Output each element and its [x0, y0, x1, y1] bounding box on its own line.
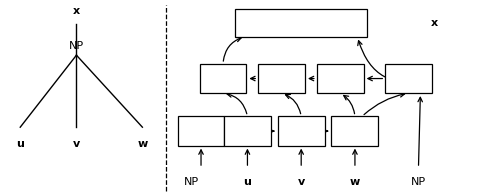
- Bar: [278, 116, 325, 146]
- Text: NP: NP: [411, 177, 426, 187]
- Bar: [235, 9, 367, 37]
- Text: v: v: [297, 177, 305, 187]
- Bar: [177, 116, 224, 146]
- Text: u: u: [244, 177, 251, 187]
- Bar: [224, 116, 271, 146]
- Text: w: w: [137, 139, 147, 149]
- Text: NP: NP: [69, 41, 84, 51]
- Bar: [331, 116, 378, 146]
- Text: v: v: [73, 139, 80, 149]
- Text: u: u: [16, 139, 24, 149]
- Bar: [317, 64, 364, 93]
- Text: x: x: [431, 18, 438, 28]
- Bar: [385, 64, 432, 93]
- Text: w: w: [350, 177, 360, 187]
- Bar: [199, 64, 246, 93]
- Bar: [258, 64, 305, 93]
- Text: x: x: [73, 6, 80, 16]
- Text: NP: NP: [184, 177, 199, 187]
